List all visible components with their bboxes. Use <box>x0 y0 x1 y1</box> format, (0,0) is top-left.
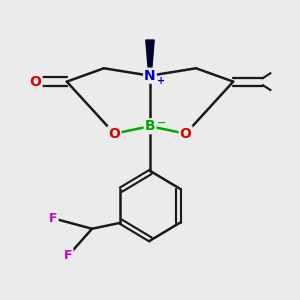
Text: F: F <box>49 212 58 225</box>
Text: N: N <box>144 69 156 83</box>
Text: O: O <box>180 127 192 141</box>
Text: +: + <box>157 76 165 86</box>
Text: O: O <box>30 75 41 88</box>
Text: −: − <box>157 118 166 128</box>
Text: O: O <box>108 127 120 141</box>
Text: B: B <box>145 119 155 133</box>
Text: F: F <box>64 249 73 262</box>
Polygon shape <box>146 40 154 76</box>
